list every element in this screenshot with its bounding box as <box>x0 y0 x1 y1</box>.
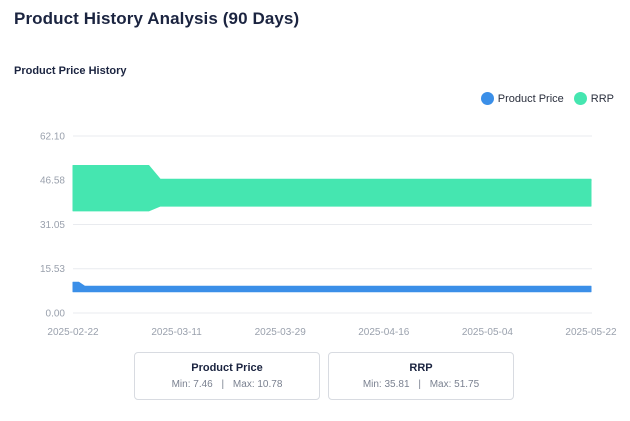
stats-row: Product Price Min: 7.46 | Max: 10.78 RRP… <box>134 352 514 400</box>
stat-max-value: 10.78 <box>257 379 283 390</box>
series-area-product-price[interactable] <box>72 281 592 293</box>
x-tick-label: 2025-05-22 <box>565 327 617 338</box>
series-area-rrp[interactable] <box>72 165 592 212</box>
y-tick-label: 31.05 <box>40 220 65 231</box>
legend-swatch-product-price <box>480 92 494 105</box>
chart-title: Product Price History <box>14 65 127 77</box>
x-axis-ticks: 2025-02-22 2025-03-11 2025-03-29 2025-04-16… <box>47 327 617 338</box>
stat-separator: | <box>418 379 421 390</box>
stat-min-label: Min: <box>171 379 191 390</box>
stat-values: Min: 35.81 | Max: 51.75 <box>329 379 513 390</box>
stat-card-rrp: RRP Min: 35.81 | Max: 51.75 <box>328 352 514 400</box>
stat-title: Product Price <box>191 362 263 374</box>
stat-title: RRP <box>409 362 433 374</box>
y-tick-label: 46.58 <box>40 176 65 187</box>
legend-label-product-price: Product Price <box>497 92 564 105</box>
y-tick-label: 15.53 <box>40 264 65 275</box>
stat-min-label: Min: <box>362 379 382 390</box>
x-tick-label: 2025-02-22 <box>47 327 99 338</box>
stat-card-product-price: Product Price Min: 7.46 | Max: 10.78 <box>134 352 320 400</box>
stat-values: Min: 7.46 | Max: 10.78 <box>135 379 319 390</box>
series-areas <box>72 165 592 293</box>
stat-max-value: 51.75 <box>454 379 480 390</box>
y-axis-ticks: 0.00 15.53 31.05 46.58 62.10 <box>40 132 65 320</box>
legend-item-product-price[interactable]: Product Price <box>480 92 564 105</box>
legend-item-rrp[interactable]: RRP <box>573 92 614 105</box>
y-tick-label: 62.10 <box>40 132 65 143</box>
x-tick-label: 2025-05-04 <box>462 327 514 338</box>
chart-legend: Product Price RRP <box>480 92 614 105</box>
stat-min-value: 35.81 <box>384 379 410 390</box>
stat-min-value: 7.46 <box>193 379 213 390</box>
stat-max-label: Max: <box>232 379 255 390</box>
x-tick-label: 2025-03-29 <box>255 327 307 338</box>
x-tick-label: 2025-04-16 <box>358 327 410 338</box>
page-title: Product History Analysis (90 Days) <box>14 9 300 28</box>
legend-label-rrp: RRP <box>590 92 614 105</box>
x-tick-label: 2025-03-11 <box>151 327 202 338</box>
stat-separator: | <box>221 379 225 390</box>
y-tick-label: 0.00 <box>46 309 66 320</box>
legend-swatch-rrp <box>573 92 587 105</box>
stat-max-label: Max: <box>429 379 452 390</box>
